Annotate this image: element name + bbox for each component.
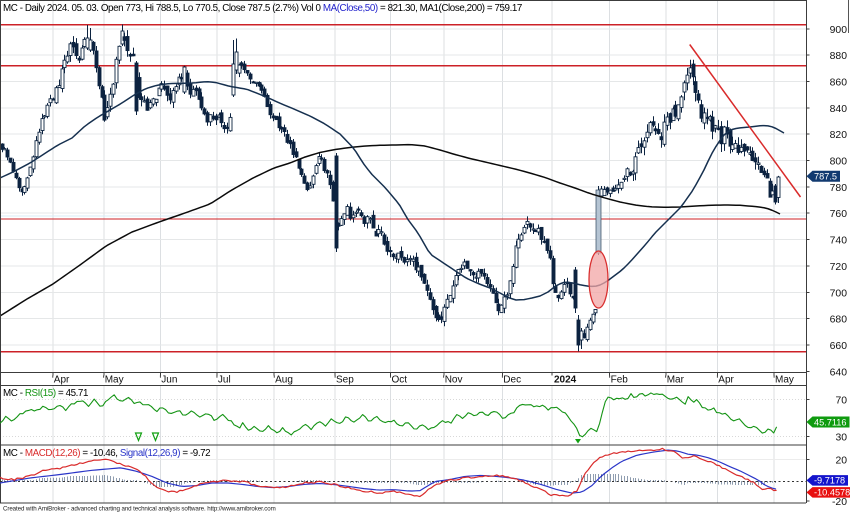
svg-text:880: 880 [830, 51, 848, 62]
svg-text:660: 660 [830, 341, 848, 352]
svg-text:'Nov: 'Nov [443, 375, 463, 386]
svg-text:MC - RSI(15) = 45.71: MC - RSI(15) = 45.71 [3, 388, 88, 399]
svg-text:'May: 'May [103, 375, 124, 386]
svg-text:Created with AmiBroker - advan: Created with AmiBroker - advanced charti… [3, 506, 276, 513]
svg-text:'Apr: 'Apr [52, 375, 70, 386]
svg-text:740: 740 [830, 236, 848, 247]
svg-text:800: 800 [830, 157, 848, 168]
svg-text:MC - MACD(12,26) = -10.46, Sig: MC - MACD(12,26) = -10.46, Signal(12,26,… [3, 448, 210, 459]
svg-text:'May: 'May [773, 375, 794, 386]
svg-text:820: 820 [830, 130, 848, 141]
svg-text:760: 760 [830, 209, 848, 220]
svg-text:'Dec: 'Dec [501, 375, 521, 386]
svg-text:45.7116: 45.7116 [814, 417, 847, 427]
svg-text:'Oct: 'Oct [390, 375, 408, 386]
svg-text:-10.4578: -10.4578 [814, 488, 850, 498]
svg-text:900: 900 [830, 25, 848, 36]
svg-text:'Jul: 'Jul [216, 375, 231, 386]
svg-text:-20: -20 [832, 497, 847, 508]
svg-text:-9.7178: -9.7178 [814, 476, 845, 486]
svg-text:70: 70 [835, 395, 847, 406]
svg-text:'Mar: 'Mar [665, 375, 685, 386]
svg-text:'Jun: 'Jun [159, 375, 177, 386]
svg-text:840: 840 [830, 104, 848, 115]
svg-text:2024: 2024 [554, 375, 577, 386]
svg-text:700: 700 [830, 288, 848, 299]
svg-text:'Feb: 'Feb [609, 375, 629, 386]
svg-text:'Apr: 'Apr [716, 375, 734, 386]
svg-text:MC - Daily 2024. 05. 03. Open: MC - Daily 2024. 05. 03. Open 773, Hi 78… [3, 3, 522, 14]
svg-text:'Aug: 'Aug [273, 375, 293, 386]
svg-text:680: 680 [830, 315, 848, 326]
svg-text:640: 640 [830, 367, 848, 378]
svg-text:720: 720 [830, 262, 848, 273]
svg-text:'Sep: 'Sep [334, 375, 354, 386]
svg-text:30: 30 [835, 433, 847, 444]
svg-text:860: 860 [830, 78, 848, 89]
svg-text:787.5: 787.5 [814, 172, 837, 182]
svg-text:20: 20 [835, 455, 847, 466]
svg-text:780: 780 [830, 183, 848, 194]
